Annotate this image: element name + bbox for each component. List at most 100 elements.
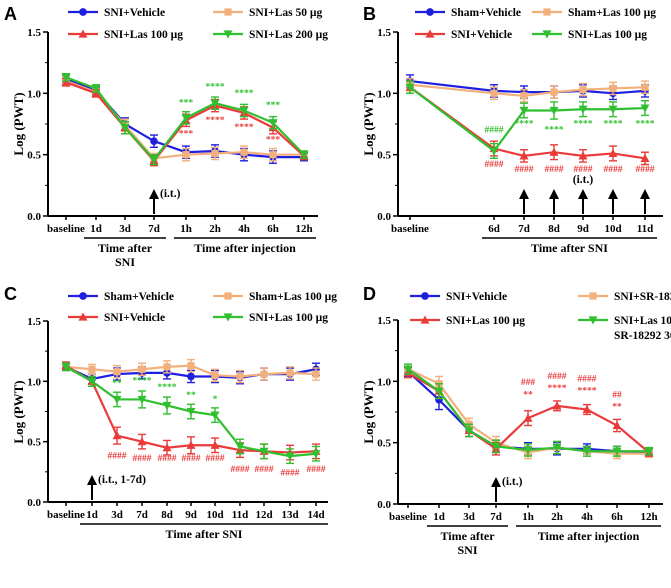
x-tick-label: 7d: [518, 223, 530, 235]
data-point: [149, 155, 159, 165]
data-point: [312, 370, 320, 378]
panel-c: C 0.0 0.5 1.0 1.5 Log (PWT) baseline 1d 3d 7d 8d 9d…: [4, 284, 337, 541]
y-tick-label: 0.0: [27, 211, 41, 223]
legend-entry: SNI+Las 50 µg: [213, 7, 323, 19]
panel-a: A 0.0 0.5 1.0 1.5 Log (PWT) baseline 1d 3d 7d 1h 2h…: [4, 4, 328, 269]
y-axis-label: Log (PWT): [361, 92, 376, 155]
x-tick-label: 3d: [111, 509, 123, 521]
x-tick-label: 6d: [488, 223, 500, 235]
y-tick-label: 0.0: [377, 211, 391, 223]
legend-marker: [224, 292, 232, 300]
legend-entry: Sham+Las 100 µg: [213, 291, 337, 303]
data-point: [311, 450, 321, 459]
data-point: [579, 86, 587, 94]
significance-label: ##: [612, 390, 622, 400]
legend-label: SNI+Las 100 µg + SR-18292 30 µg: [614, 315, 671, 342]
x-tick-label: 11d: [232, 509, 249, 521]
data-point: [268, 119, 278, 128]
legend-label: Sham+Vehicle: [104, 291, 174, 303]
data-point: [491, 442, 501, 451]
data-point: [187, 372, 195, 381]
x-tick-label: 12h: [640, 511, 657, 523]
legend-label: Sham+Vehicle: [451, 7, 521, 19]
data-point: [464, 426, 474, 435]
legend-label: SNI+Vehicle: [104, 312, 165, 324]
x-tick-label: 11d: [637, 223, 654, 235]
data-point: [609, 84, 617, 93]
series-sni-las-100-g: [61, 362, 321, 465]
x-tick-label: 6h: [611, 511, 623, 523]
significance-label: ####: [485, 160, 504, 170]
y-tick-label: 0.5: [27, 437, 41, 449]
data-point: [137, 437, 147, 446]
significance-label: ***: [266, 135, 281, 145]
panel-letter: B: [363, 4, 376, 24]
y-tick-label: 1.0: [27, 88, 41, 100]
significance-label: ####: [255, 465, 274, 475]
legend-entry: Sham+Vehicle: [68, 291, 174, 303]
legend-label: SNI+Las 50 µg: [249, 7, 323, 19]
data-point: [434, 387, 444, 396]
significance-label: ***: [266, 101, 281, 111]
significance-label: ****: [158, 383, 177, 393]
x-group-label: Time after SNI: [166, 527, 243, 541]
data-point: [112, 431, 122, 440]
legend-marker: [589, 292, 597, 300]
x-tick-label: 7d: [148, 223, 160, 235]
legend-entry: SNI+Las 100 µg + SR-18292 30 µg: [578, 315, 671, 342]
x-tick-label: 10d: [604, 223, 621, 235]
significance-label: ****: [574, 119, 593, 129]
significance-label: ****: [235, 123, 254, 133]
y-tick-label: 1.5: [27, 27, 41, 39]
legend-marker: [79, 8, 87, 16]
data-point: [113, 368, 121, 376]
injection-arrow-label: (i.t.): [502, 476, 523, 488]
significance-label: ####: [108, 452, 127, 462]
legend-entry: SNI+Las 100 µg: [410, 315, 525, 327]
legend-label: SNI+SR-18292 30 µg: [614, 291, 671, 303]
significance-label: ####: [636, 165, 655, 175]
injection-arrow-head: [640, 189, 650, 199]
injection-arrow-head: [608, 189, 618, 199]
significance-label: ####: [545, 165, 564, 175]
legend-label: Sham+Las 100 µg: [249, 291, 337, 303]
x-group-label-line: Time after: [440, 529, 495, 543]
significance-label: ####: [158, 454, 177, 464]
x-group-label: Time after SNI: [440, 529, 495, 557]
legend-label-line: SR-18292 30 µg: [614, 330, 671, 342]
data-point: [286, 369, 294, 377]
significance-label: ****: [515, 119, 534, 129]
x-tick-label: 14d: [307, 509, 324, 521]
x-group-label: Time after SNI: [98, 241, 153, 269]
data-point: [640, 104, 650, 113]
data-point: [612, 447, 622, 456]
data-point: [91, 84, 101, 93]
data-point: [523, 413, 533, 422]
injection-arrow-head: [578, 189, 588, 199]
data-point: [239, 106, 249, 116]
injection-arrow-label: (i.t., 1-7d): [98, 474, 146, 486]
x-tick-label: 2h: [209, 223, 221, 235]
injection-arrow-head: [149, 189, 159, 199]
data-point: [299, 151, 309, 160]
y-tick-label: 1.0: [377, 88, 391, 100]
y-tick-label: 0.0: [27, 497, 41, 509]
data-point: [186, 440, 196, 449]
significance-label: ####: [485, 126, 504, 136]
panel-letter: C: [4, 284, 17, 304]
data-point: [260, 370, 268, 378]
data-point: [550, 88, 558, 96]
data-point: [240, 148, 248, 156]
series-sham-las-100-g: [406, 77, 649, 103]
data-point: [552, 443, 562, 453]
x-tick-label: 10d: [206, 509, 223, 521]
data-point: [578, 151, 588, 160]
significance-label: ####: [548, 372, 567, 382]
x-tick-label: 9d: [185, 509, 197, 521]
data-point: [519, 151, 529, 160]
data-point: [163, 363, 171, 371]
x-group-label: Time after injection: [194, 241, 296, 255]
legend-label: Sham+Las 100 µg: [568, 7, 656, 19]
data-point: [137, 395, 147, 404]
